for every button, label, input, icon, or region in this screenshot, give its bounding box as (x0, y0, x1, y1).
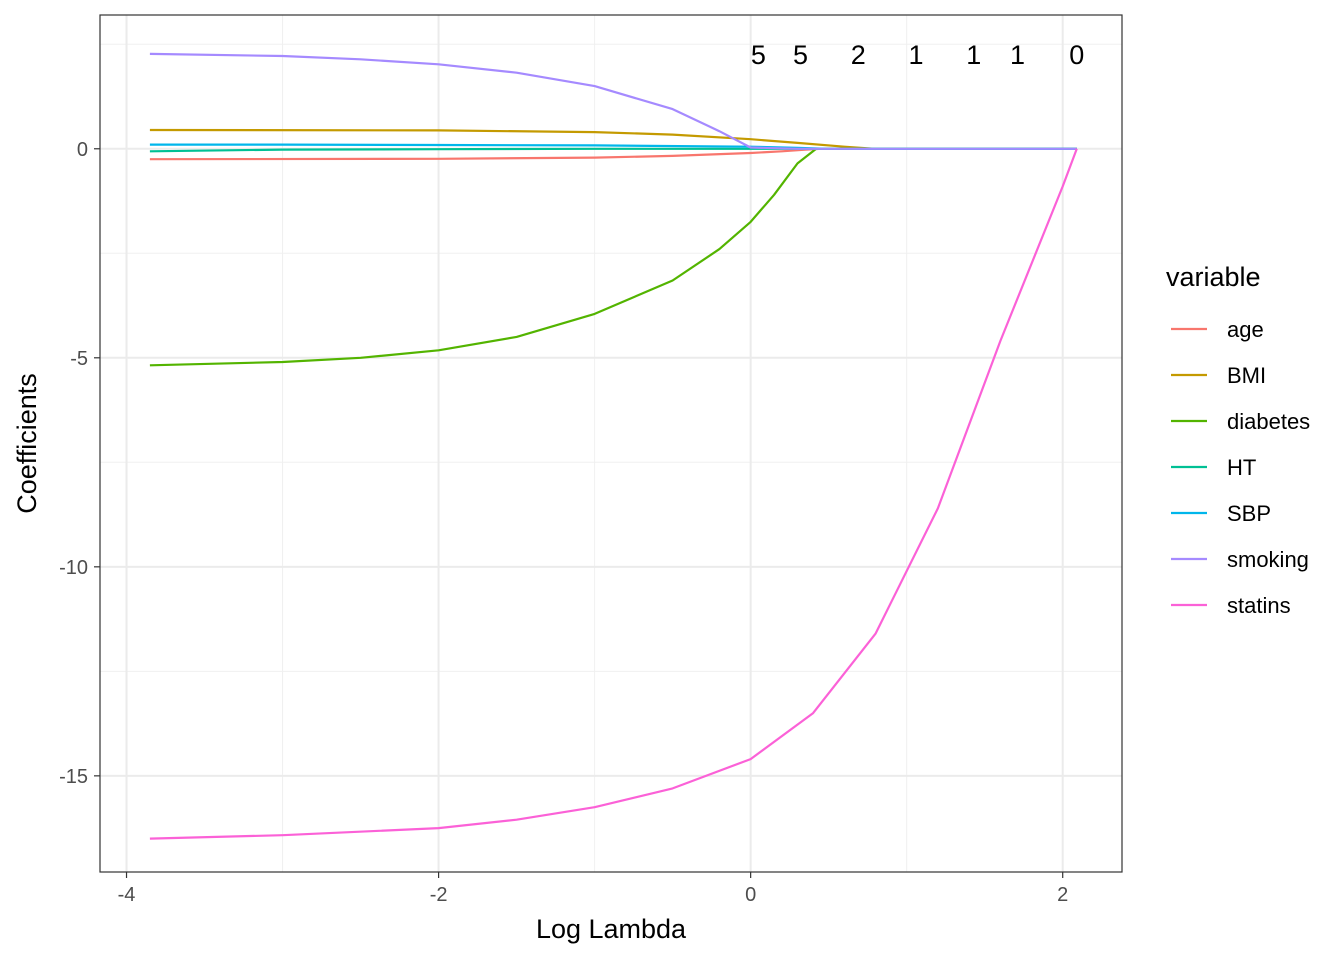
y-tick-label: 0 (77, 139, 88, 161)
df-label: 1 (966, 40, 981, 70)
legend-label: BMI (1227, 363, 1266, 388)
legend-label: statins (1227, 593, 1291, 618)
df-label: 1 (1010, 40, 1025, 70)
legend: variable age BMI diabetes HT SBP smoking stati… (1166, 262, 1310, 618)
y-tick-label: -15 (59, 766, 88, 788)
legend-title: variable (1166, 262, 1261, 292)
df-label: 5 (751, 40, 766, 70)
series-lines (149, 52, 1078, 840)
df-label: 0 (1069, 40, 1084, 70)
x-tick-label: -4 (118, 884, 136, 906)
y-tick-label: -10 (59, 557, 88, 579)
y-axis-title: Coefficients (12, 373, 42, 514)
x-tick-label: 0 (745, 884, 756, 906)
legend-label: HT (1227, 455, 1256, 480)
x-tick-label: 2 (1057, 884, 1068, 906)
plot-panel-border (99, 14, 1123, 873)
df-label: 2 (851, 40, 866, 70)
series-line-statins (149, 148, 1078, 840)
y-tick-label: -5 (70, 348, 88, 370)
axis-ticks: -4 -2 0 2 0 -5 -10 -15 (59, 139, 1068, 906)
df-label: 1 (909, 40, 924, 70)
df-label: 5 (793, 40, 808, 70)
series-line-smoking (149, 52, 1077, 150)
legend-label: SBP (1227, 501, 1271, 526)
legend-label: smoking (1227, 547, 1309, 572)
legend-label: age (1227, 317, 1264, 342)
x-tick-label: -2 (430, 884, 448, 906)
legend-label: diabetes (1227, 409, 1310, 434)
x-axis-title: Log Lambda (536, 914, 687, 944)
